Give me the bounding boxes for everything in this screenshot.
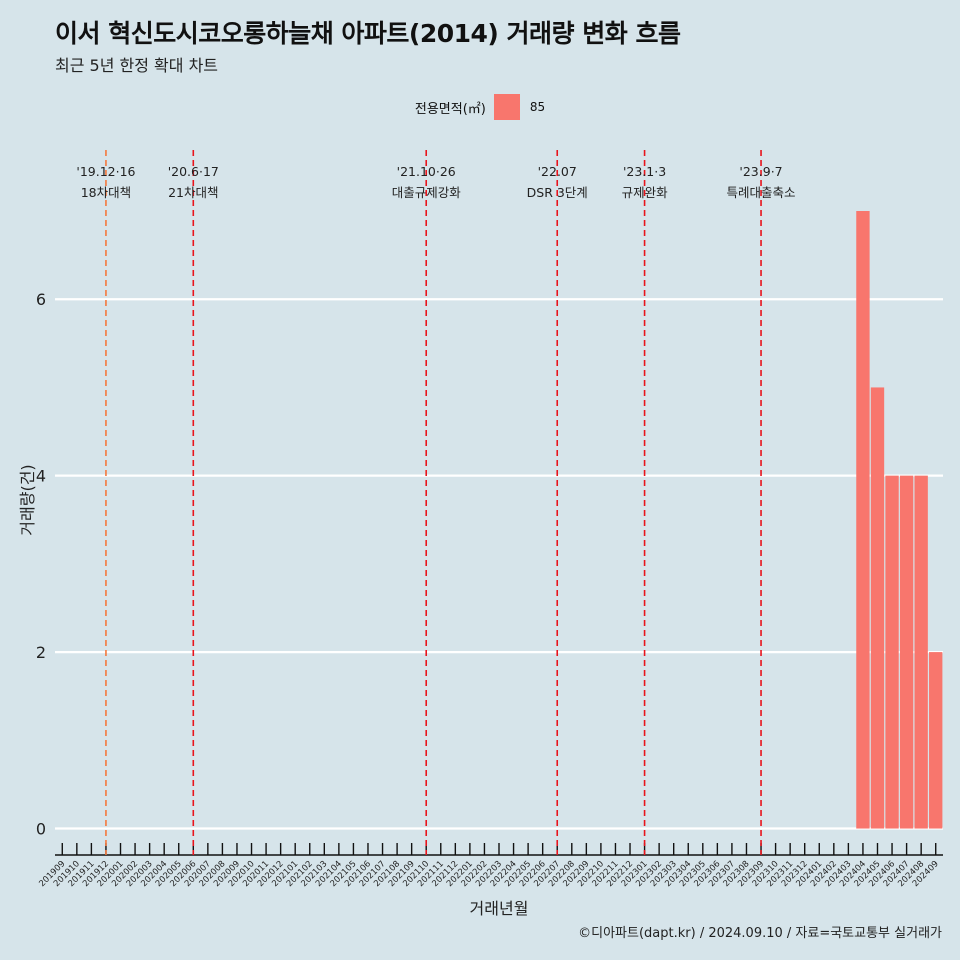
chart-title: 이서 혁신도시코오롱하늘채 아파트(2014) 거래량 변화 흐름: [55, 19, 681, 48]
event-date-label: '22.07: [538, 164, 577, 179]
event-date-label: '19.12·16: [76, 164, 135, 179]
legend: 전용면적(㎡) 85: [0, 94, 960, 120]
event-name-label: 규제완화: [622, 185, 669, 200]
y-tick-label: 4: [36, 467, 46, 486]
y-tick-label: 6: [36, 290, 46, 309]
bar: [885, 475, 899, 829]
x-axis-title: 거래년월: [470, 899, 529, 918]
event-date-label: '20.6·17: [168, 164, 219, 179]
legend-title: 전용면적(㎡): [414, 101, 486, 117]
event-date-label: '21.10·26: [397, 164, 456, 179]
y-tick-label: 2: [36, 643, 46, 662]
y-axis-title: 거래량(건): [18, 464, 37, 535]
legend-swatch: [493, 94, 520, 120]
event-date-label: '23.9·7: [739, 164, 782, 179]
event-name-label: 특례대출축소: [727, 185, 796, 200]
bar: [899, 475, 914, 829]
chart-subtitle: 최근 5년 한정 확대 차트: [55, 56, 219, 75]
event-name-label: 18차대책: [81, 185, 131, 200]
event-name-label: 21차대책: [168, 185, 218, 200]
y-tick-label: 0: [36, 820, 46, 839]
bar: [870, 387, 885, 829]
legend-label: 85: [529, 100, 546, 114]
bar: [914, 475, 928, 829]
source-caption: ©디아파트(dapt.kr) / 2024.09.10 / 자료=국토교통부 실…: [578, 926, 942, 941]
event-date-label: '23.1·3: [623, 164, 666, 179]
bar: [929, 652, 943, 829]
bar: [856, 211, 870, 829]
event-name-label: DSR 3단계: [527, 185, 588, 200]
event-name-label: 대출규제강화: [392, 185, 462, 200]
